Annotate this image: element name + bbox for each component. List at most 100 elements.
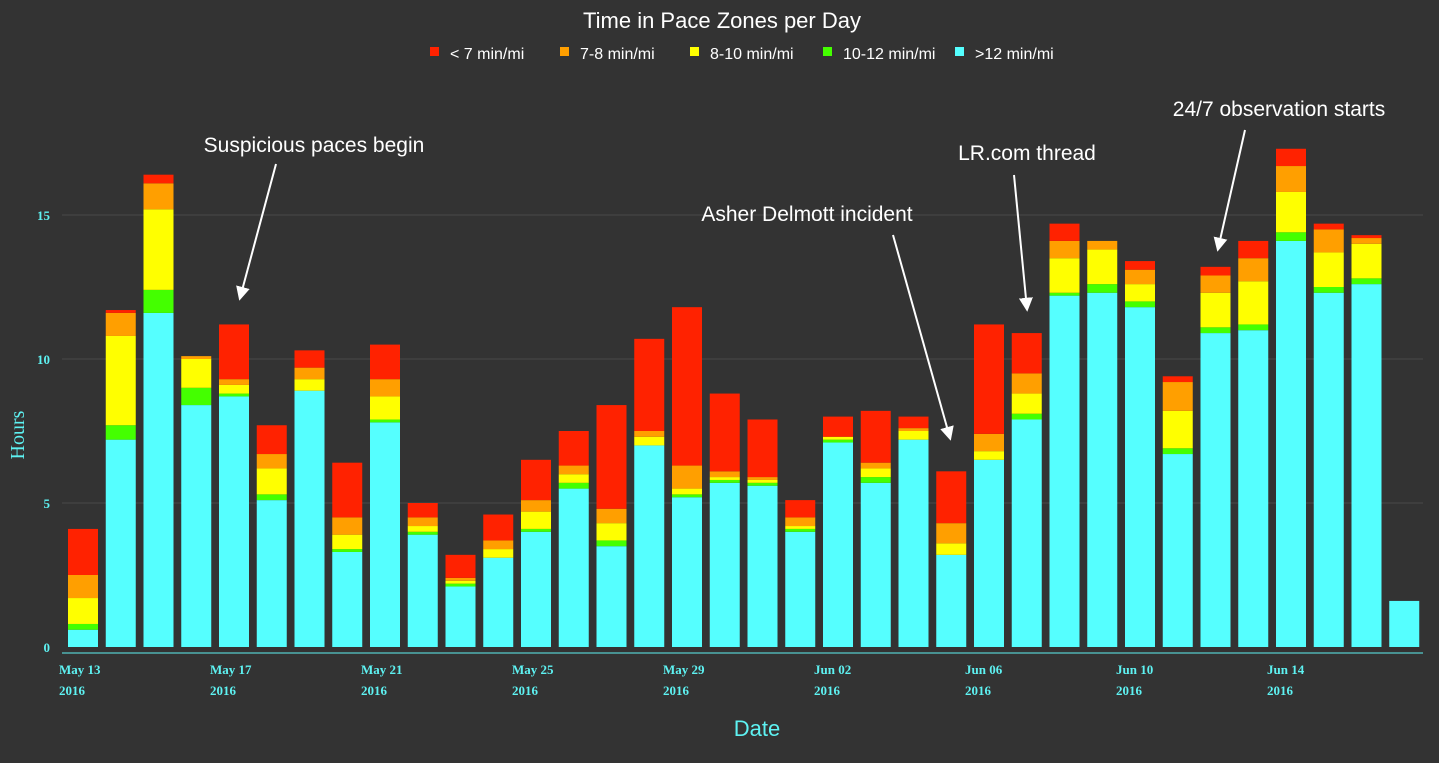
legend-item-0: < 7 min/mi [430, 46, 524, 63]
bar-2016-05-26-series-4 [558, 431, 589, 466]
bar-2016-06-16-series-4 [1351, 235, 1382, 239]
x-tick-label-12: May 25 [512, 662, 554, 677]
x-tick-year-4: 2016 [210, 683, 237, 698]
bar-2016-06-08-series-3 [1049, 240, 1080, 259]
annotation-text-2: LR.com thread [958, 142, 1096, 165]
bar-2016-05-27-series-2 [596, 523, 627, 541]
bar-2016-05-30-series-1 [709, 479, 740, 483]
bar-2016-05-15-series-0 [143, 312, 174, 647]
bar-2016-05-19-series-4 [294, 350, 325, 368]
bar-2016-05-31-series-0 [747, 485, 778, 647]
bar-2016-05-21-series-1 [370, 419, 400, 423]
annotation-text-1: Asher Delmott incident [701, 203, 912, 226]
bar-2016-06-04-series-4 [898, 416, 929, 429]
bar-2016-06-05-series-4 [936, 471, 967, 524]
bar-2016-06-15-series-4 [1313, 223, 1344, 230]
bar-2016-05-21-series-0 [370, 422, 400, 647]
bar-2016-05-29-series-0 [672, 497, 702, 647]
bar-2016-05-26-series-2 [558, 474, 589, 483]
legend-swatch-3 [823, 47, 832, 56]
bar-2016-06-13-series-1 [1238, 324, 1269, 331]
y-tick-label-0: 0 [44, 640, 51, 655]
bar-2016-06-02-series-2 [823, 436, 853, 440]
annotation-arrow-3 [1213, 129, 1246, 252]
bar-2016-06-09-series-1 [1087, 284, 1118, 293]
x-tick-year-32: 2016 [1267, 683, 1294, 698]
x-tick-label-32: Jun 14 [1267, 662, 1305, 677]
bar-2016-05-31-series-4 [747, 419, 778, 478]
bar-2016-06-14-series-1 [1276, 232, 1306, 241]
annotations: Suspicious paces begin Asher Delmott inci… [204, 98, 1385, 441]
annotation-text-0: Suspicious paces begin [204, 134, 425, 157]
x-tick-year-12: 2016 [512, 683, 539, 698]
bar-2016-06-16-series-3 [1351, 238, 1382, 244]
bar-2016-05-22-series-3 [407, 517, 438, 527]
bar-2016-06-09-series-0 [1087, 292, 1118, 647]
annotation-arrow-2 [1013, 174, 1033, 312]
bar-2016-05-20-series-3 [332, 517, 363, 535]
bar-2016-06-11-series-1 [1162, 448, 1193, 455]
bar-2016-05-13-series-4 [68, 528, 98, 575]
bar-2016-05-13-series-0 [68, 629, 98, 647]
bar-2016-05-29-series-1 [672, 494, 702, 498]
bar-2016-05-27-series-3 [596, 508, 627, 524]
bar-2016-05-23-series-0 [445, 586, 476, 647]
legend-label-2: 8-10 min/mi [710, 46, 794, 63]
bar-2016-06-06-series-4 [974, 324, 1004, 434]
bar-2016-05-18-series-4 [256, 425, 287, 455]
legend-swatch-2 [690, 47, 699, 56]
bar-2016-06-11-series-4 [1162, 376, 1193, 383]
legend-item-4: >12 min/mi [955, 46, 1054, 63]
axes: 0 5 10 15 May 13 2016 May 17 2016 May 21 2016 May … [37, 208, 1423, 698]
bar-2016-05-17-series-1 [219, 393, 249, 397]
x-tick-label-0: May 13 [59, 662, 101, 677]
bar-2016-06-10-series-2 [1125, 284, 1155, 302]
bar-2016-06-07-series-2 [1011, 393, 1042, 414]
x-tick-year-0: 2016 [59, 683, 86, 698]
bar-2016-05-16-series-1 [181, 387, 212, 406]
legend-label-3: 10-12 min/mi [843, 46, 935, 63]
bar-2016-06-02-series-1 [823, 439, 853, 443]
legend-item-3: 10-12 min/mi [823, 46, 935, 63]
legend-label-4: >12 min/mi [975, 46, 1054, 63]
x-tick-label-20: Jun 02 [814, 662, 851, 677]
bar-2016-05-25-series-0 [521, 531, 551, 647]
bar-2016-05-30-series-4 [709, 393, 740, 472]
bar-2016-06-03-series-4 [860, 410, 891, 463]
bar-2016-05-23-series-3 [445, 577, 476, 581]
legend-swatch-0 [430, 47, 439, 56]
bar-2016-05-31-series-3 [747, 477, 778, 480]
bar-2016-05-14-series-1 [105, 425, 136, 440]
bar-2016-06-03-series-1 [860, 477, 891, 483]
bar-2016-05-21-series-4 [370, 344, 400, 380]
bar-2016-05-15-series-1 [143, 289, 174, 313]
bar-2016-05-28-series-4 [634, 338, 665, 431]
bar-2016-06-04-series-3 [898, 428, 929, 431]
legend-item-2: 8-10 min/mi [690, 46, 794, 63]
x-tick-label-4: May 17 [210, 662, 252, 677]
bar-2016-05-17-series-3 [219, 379, 249, 385]
bar-2016-05-18-series-0 [256, 500, 287, 647]
bar-2016-05-19-series-0 [294, 390, 325, 647]
bar-2016-06-13-series-4 [1238, 240, 1269, 259]
bar-2016-05-30-series-3 [709, 471, 740, 478]
x-tick-year-8: 2016 [361, 683, 388, 698]
bar-2016-06-08-series-4 [1049, 223, 1080, 241]
x-tick-label-28: Jun 10 [1116, 662, 1153, 677]
bar-2016-05-14-series-4 [105, 310, 136, 313]
bar-2016-06-01-series-2 [785, 526, 816, 529]
bar-2016-05-27-series-0 [596, 546, 627, 647]
bar-2016-06-16-series-1 [1351, 278, 1382, 285]
bar-2016-05-25-series-3 [521, 500, 551, 512]
bar-2016-05-24-series-4 [483, 514, 514, 541]
bar-2016-05-13-series-3 [68, 575, 98, 599]
bar-2016-06-15-series-1 [1313, 287, 1344, 293]
bar-2016-05-19-series-2 [294, 379, 325, 391]
bar-2016-06-06-series-2 [974, 451, 1004, 460]
bar-2016-06-09-series-2 [1087, 249, 1118, 285]
bar-2016-06-10-series-1 [1125, 301, 1155, 308]
x-tick-year-16: 2016 [663, 683, 690, 698]
bar-2016-06-11-series-3 [1162, 382, 1193, 411]
bar-2016-06-08-series-2 [1049, 258, 1080, 293]
bar-2016-06-06-series-0 [974, 459, 1004, 647]
